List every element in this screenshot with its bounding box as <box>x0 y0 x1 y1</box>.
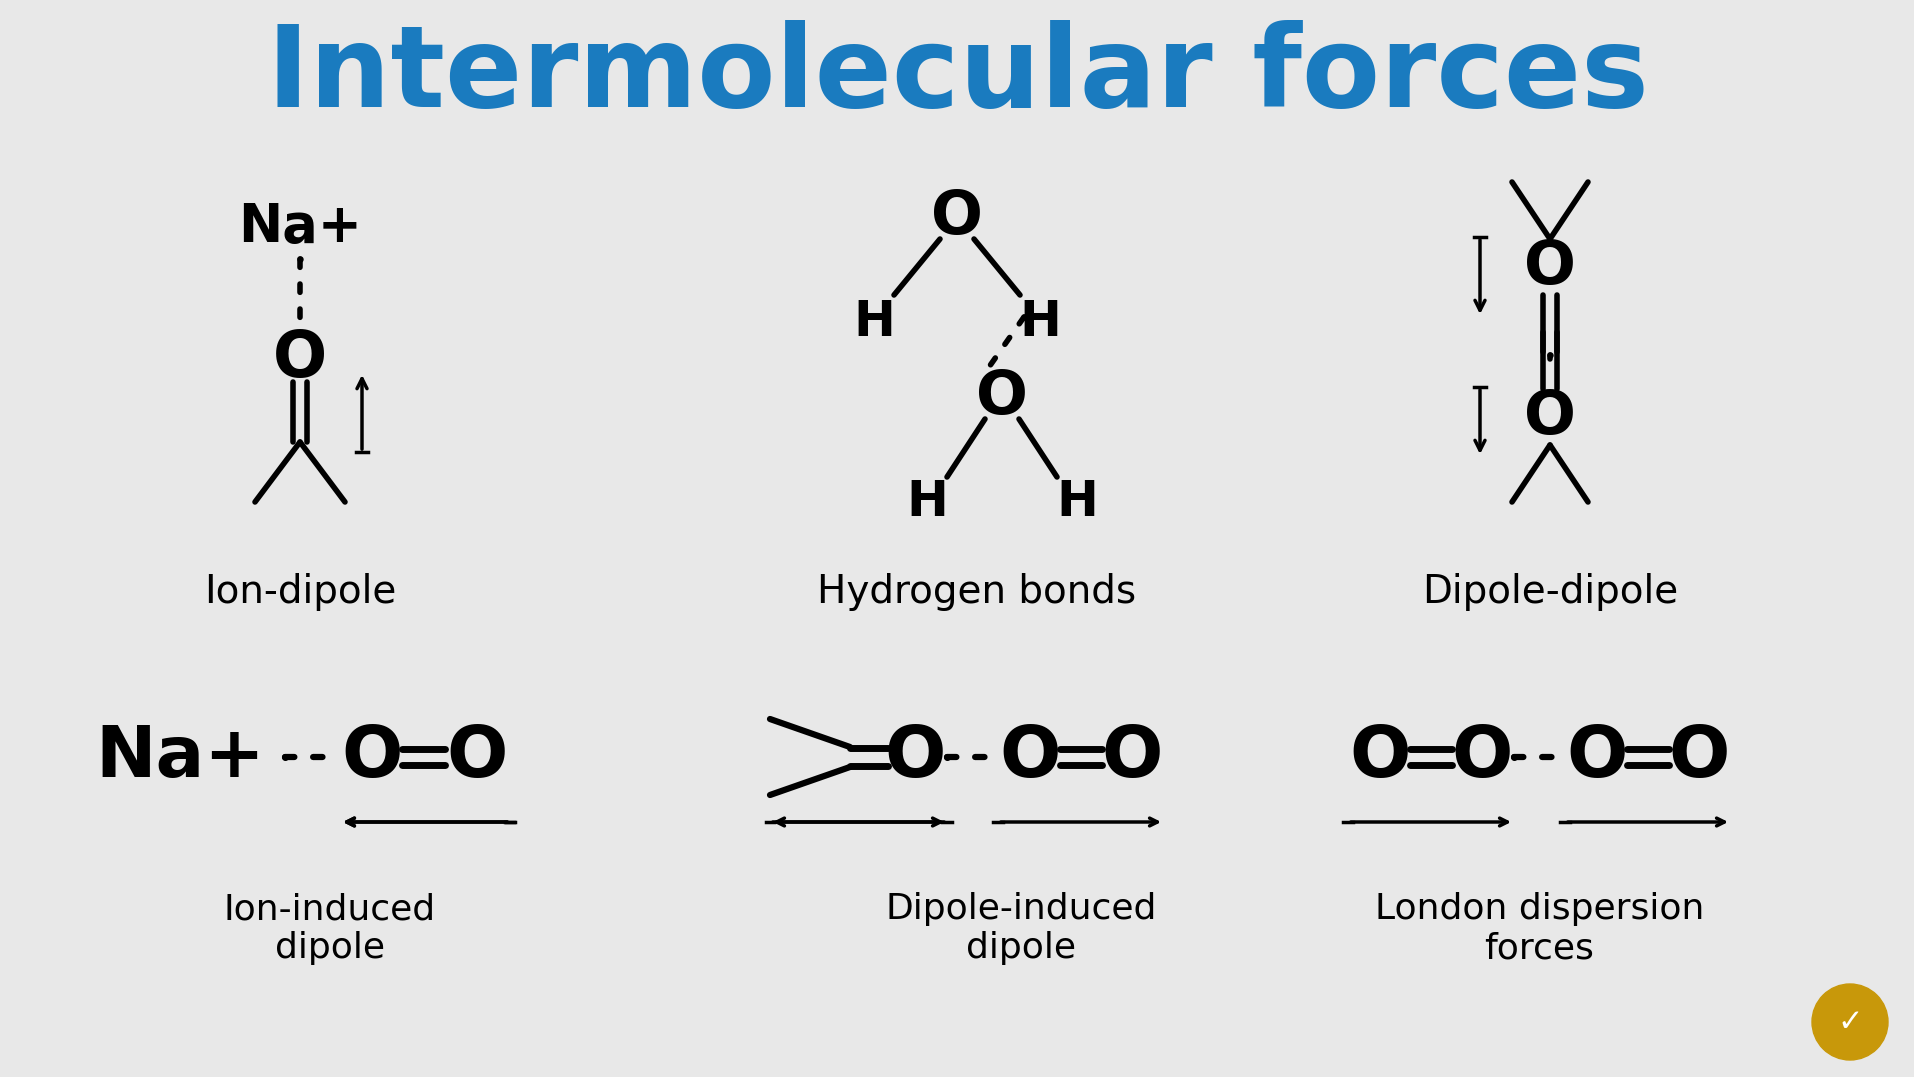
Text: London dispersion
forces: London dispersion forces <box>1374 892 1703 965</box>
Text: O: O <box>1524 388 1575 447</box>
Text: Na+: Na+ <box>237 201 362 253</box>
Text: O: O <box>272 328 327 390</box>
Text: H: H <box>852 298 894 346</box>
Text: ✓: ✓ <box>1836 1007 1862 1036</box>
Circle shape <box>1811 984 1887 1060</box>
Text: H: H <box>1018 298 1060 346</box>
Text: Hydrogen bonds: Hydrogen bonds <box>817 573 1137 611</box>
Text: Dipole-induced
dipole: Dipole-induced dipole <box>884 892 1156 965</box>
Text: O: O <box>1667 723 1728 792</box>
Text: O: O <box>884 723 946 792</box>
Text: O: O <box>1524 238 1575 296</box>
Text: O: O <box>999 723 1060 792</box>
Text: Intermolecular forces: Intermolecular forces <box>266 19 1648 130</box>
Text: Ion-dipole: Ion-dipole <box>203 573 396 611</box>
Text: O: O <box>341 723 402 792</box>
Text: O: O <box>976 367 1028 426</box>
Text: Dipole-dipole: Dipole-dipole <box>1420 573 1677 611</box>
Text: O: O <box>1451 723 1512 792</box>
Text: O: O <box>1349 723 1411 792</box>
Text: O: O <box>1566 723 1627 792</box>
Text: O: O <box>446 723 507 792</box>
Text: O: O <box>1101 723 1162 792</box>
Text: Ion-induced
dipole: Ion-induced dipole <box>224 892 436 965</box>
Text: Na+: Na+ <box>96 723 264 792</box>
Text: H: H <box>1055 478 1097 526</box>
Text: H: H <box>905 478 947 526</box>
Text: O: O <box>930 187 982 247</box>
